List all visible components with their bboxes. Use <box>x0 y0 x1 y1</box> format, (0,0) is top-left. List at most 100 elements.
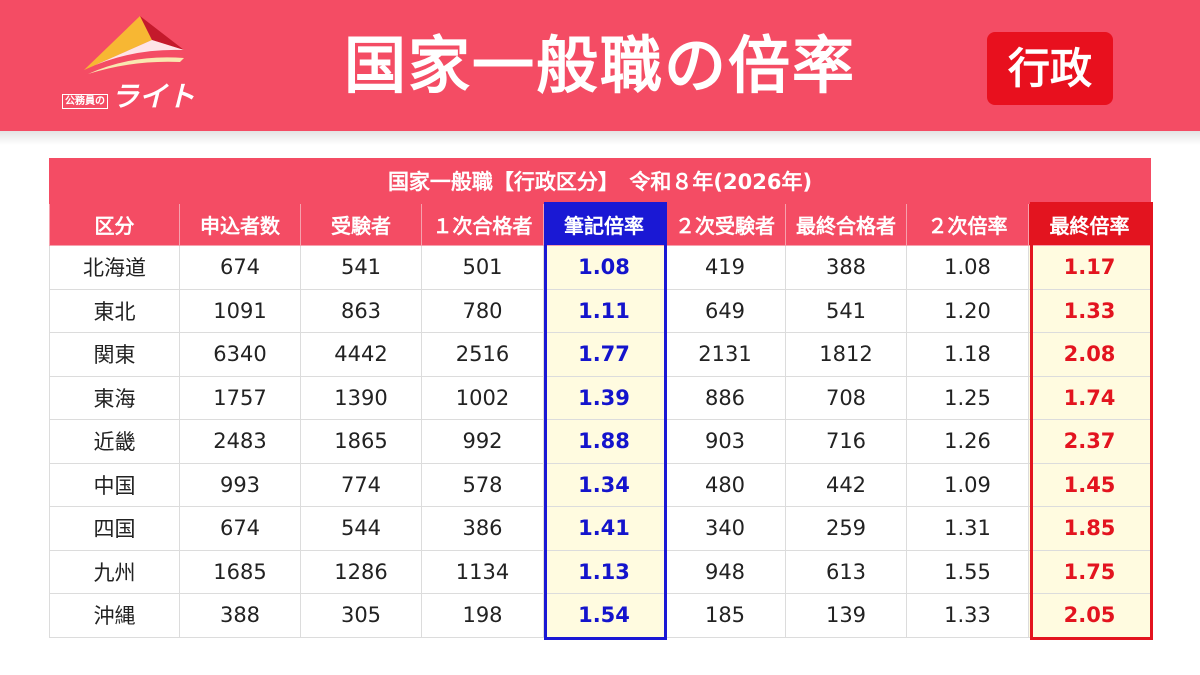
cell-final-ratio: 1.45 <box>1027 462 1152 507</box>
logo: 公務員の ライト <box>62 10 212 113</box>
cell-written-ratio: 1.54 <box>543 593 665 638</box>
cell-applicants: 388 <box>179 593 301 638</box>
cell-final-ratio: 2.05 <box>1027 593 1152 638</box>
table-row: 中国 993 774 578 1.34 480 442 1.09 1.45 <box>49 462 1152 507</box>
cell-region: 近畿 <box>49 419 180 464</box>
cell-written-ratio: 1.41 <box>543 506 665 551</box>
column-header-region: 区分 <box>49 203 180 246</box>
cell-written-ratio: 1.88 <box>543 419 665 464</box>
table-header-row: 区分 申込者数 受験者 １次合格者 筆記倍率 ２次受験者 最終合格者 ２次倍率 最終倍率 <box>49 203 1152 246</box>
cell-examinees: 4442 <box>300 332 422 377</box>
cell-first-passers: 1002 <box>421 375 544 420</box>
cell-examinees: 1390 <box>300 375 422 420</box>
cell-region: 関東 <box>49 332 180 377</box>
cell-first-passers: 578 <box>421 462 544 507</box>
cell-second-examinees: 948 <box>664 549 786 594</box>
logo-mountain-icon <box>84 16 184 74</box>
cell-applicants: 1685 <box>179 549 301 594</box>
table-row: 東海 1757 1390 1002 1.39 886 708 1.25 1.74 <box>49 375 1152 420</box>
cell-final-passers: 442 <box>785 462 907 507</box>
cell-region: 東海 <box>49 375 180 420</box>
cell-written-ratio: 1.11 <box>543 288 665 333</box>
table-row: 九州 1685 1286 1134 1.13 948 613 1.55 1.75 <box>49 549 1152 594</box>
logo-brand-text: ライト <box>111 80 196 113</box>
cell-applicants: 993 <box>179 462 301 507</box>
cell-final-passers: 388 <box>785 245 907 290</box>
cell-applicants: 1091 <box>179 288 301 333</box>
category-badge: 行政 <box>987 32 1113 105</box>
cell-examinees: 544 <box>300 506 422 551</box>
cell-region: 北海道 <box>49 245 180 290</box>
column-header-second-examinees: ２次受験者 <box>664 203 786 246</box>
cell-second-ratio: 1.18 <box>906 332 1029 377</box>
cell-second-ratio: 1.55 <box>906 549 1029 594</box>
cell-first-passers: 1134 <box>421 549 544 594</box>
column-header-written-ratio: 筆記倍率 <box>543 203 665 246</box>
cell-region: 東北 <box>49 288 180 333</box>
cell-applicants: 2483 <box>179 419 301 464</box>
cell-second-examinees: 419 <box>664 245 786 290</box>
column-header-examinees: 受験者 <box>300 203 422 246</box>
cell-examinees: 1286 <box>300 549 422 594</box>
cell-region: 沖縄 <box>49 593 180 638</box>
cell-second-ratio: 1.25 <box>906 375 1029 420</box>
cell-examinees: 541 <box>300 245 422 290</box>
cell-written-ratio: 1.34 <box>543 462 665 507</box>
cell-second-ratio: 1.09 <box>906 462 1029 507</box>
table-row: 東北 1091 863 780 1.11 649 541 1.20 1.33 <box>49 288 1152 333</box>
cell-second-examinees: 903 <box>664 419 786 464</box>
cell-region: 四国 <box>49 506 180 551</box>
cell-written-ratio: 1.39 <box>543 375 665 420</box>
cell-first-passers: 2516 <box>421 332 544 377</box>
cell-second-examinees: 886 <box>664 375 786 420</box>
cell-final-passers: 259 <box>785 506 907 551</box>
cell-first-passers: 198 <box>421 593 544 638</box>
cell-final-ratio: 1.85 <box>1027 506 1152 551</box>
cell-final-ratio: 1.17 <box>1027 245 1152 290</box>
cell-region: 中国 <box>49 462 180 507</box>
cell-examinees: 305 <box>300 593 422 638</box>
column-header-first-passers: １次合格者 <box>421 203 544 246</box>
cell-second-ratio: 1.26 <box>906 419 1029 464</box>
table-row: 沖縄 388 305 198 1.54 185 139 1.33 2.05 <box>49 593 1152 638</box>
cell-first-passers: 780 <box>421 288 544 333</box>
cell-second-ratio: 1.31 <box>906 506 1029 551</box>
table-row: 近畿 2483 1865 992 1.88 903 716 1.26 2.37 <box>49 419 1152 464</box>
cell-final-passers: 139 <box>785 593 907 638</box>
cell-second-examinees: 649 <box>664 288 786 333</box>
column-header-applicants: 申込者数 <box>179 203 301 246</box>
cell-final-ratio: 2.08 <box>1027 332 1152 377</box>
cell-second-examinees: 480 <box>664 462 786 507</box>
cell-applicants: 674 <box>179 245 301 290</box>
column-header-second-ratio: ２次倍率 <box>906 203 1029 246</box>
cell-final-passers: 541 <box>785 288 907 333</box>
cell-applicants: 1757 <box>179 375 301 420</box>
logo-small-text: 公務員の <box>62 94 108 109</box>
cell-examinees: 863 <box>300 288 422 333</box>
cell-second-ratio: 1.33 <box>906 593 1029 638</box>
column-header-final-passers: 最終合格者 <box>785 203 907 246</box>
cell-final-passers: 708 <box>785 375 907 420</box>
cell-second-examinees: 2131 <box>664 332 786 377</box>
table-row: 関東 6340 4442 2516 1.77 2131 1812 1.18 2.08 <box>49 332 1152 377</box>
table-row: 四国 674 544 386 1.41 340 259 1.31 1.85 <box>49 506 1152 551</box>
ratio-table: 国家一般職【行政区分】 令和８年(2026年) 区分 申込者数 受験者 １次合格者 筆記… <box>48 158 1152 638</box>
cell-final-passers: 1812 <box>785 332 907 377</box>
cell-final-ratio: 1.75 <box>1027 549 1152 594</box>
table-row: 北海道 674 541 501 1.08 419 388 1.08 1.17 <box>49 245 1152 290</box>
cell-second-examinees: 185 <box>664 593 786 638</box>
cell-final-ratio: 1.33 <box>1027 288 1152 333</box>
cell-second-ratio: 1.08 <box>906 245 1029 290</box>
header-banner: 公務員の ライト 国家一般職の倍率 行政 <box>0 0 1200 131</box>
cell-first-passers: 501 <box>421 245 544 290</box>
cell-examinees: 1865 <box>300 419 422 464</box>
cell-applicants: 674 <box>179 506 301 551</box>
column-header-final-ratio: 最終倍率 <box>1027 203 1152 246</box>
cell-final-passers: 613 <box>785 549 907 594</box>
table-caption: 国家一般職【行政区分】 令和８年(2026年) <box>48 158 1152 204</box>
cell-written-ratio: 1.13 <box>543 549 665 594</box>
table-caption-row: 国家一般職【行政区分】 令和８年(2026年) <box>48 158 1152 204</box>
cell-written-ratio: 1.08 <box>543 245 665 290</box>
cell-first-passers: 386 <box>421 506 544 551</box>
cell-written-ratio: 1.77 <box>543 332 665 377</box>
